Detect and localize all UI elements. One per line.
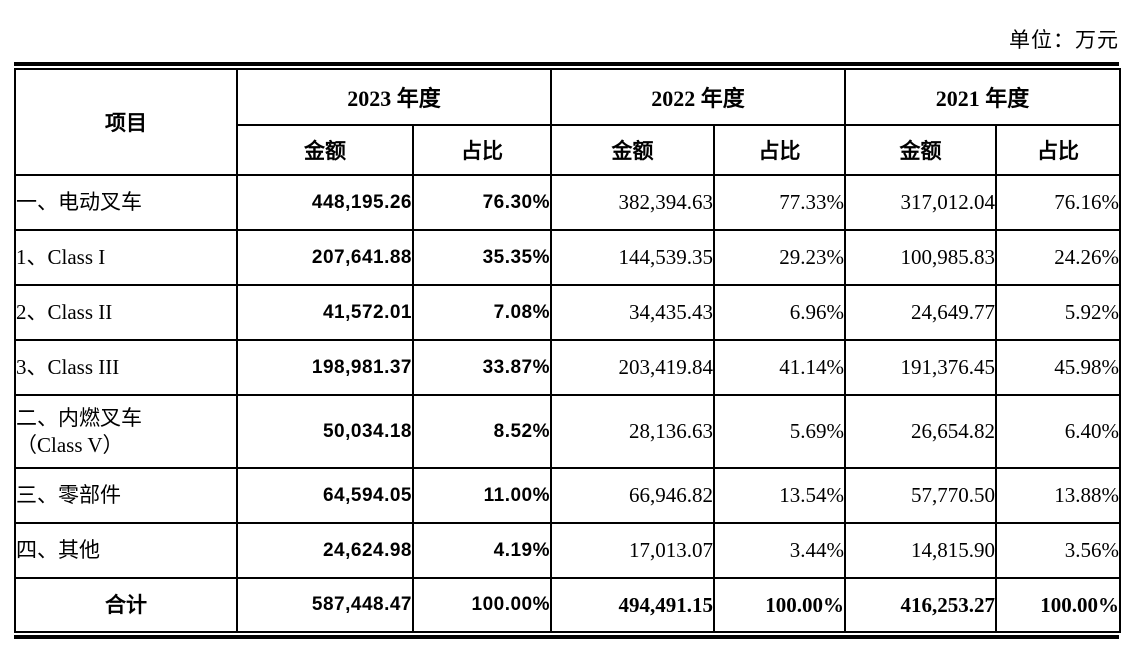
column-header-year-2021: 2021 年度: [844, 68, 1122, 126]
total-label: 合计: [14, 577, 238, 633]
row-label-text: 1、Class I: [16, 245, 106, 270]
cell-ratio-2021: 24.26%: [995, 229, 1122, 286]
column-header-year-2023: 2023 年度: [235, 68, 553, 126]
cell-amount-2023: 64,594.05: [236, 467, 414, 524]
cell-amount-2022: 144,539.35: [550, 229, 716, 286]
row-label-text: 2、Class II: [16, 300, 113, 325]
cell-ratio-2022: 6.96%: [713, 284, 847, 341]
row-sublabel-text: （Class V）: [16, 432, 124, 457]
row-label: 1、Class I: [14, 229, 238, 286]
cell-ratio-2022: 3.44%: [713, 522, 847, 579]
cell-total-amount-2022: 494,491.15: [550, 577, 716, 633]
cell-ratio-2022: 5.69%: [713, 394, 847, 469]
row-label-text: 三、零部件: [16, 483, 121, 508]
column-header-year-2022: 2022 年度: [550, 68, 847, 126]
cell-ratio-2023: 7.08%: [411, 284, 553, 341]
row-label-text: 3、Class III: [16, 355, 120, 380]
cell-ratio-2022: 13.54%: [713, 467, 847, 524]
table-row-parts: 三、零部件 64,594.05 11.00% 66,946.82 13.54% …: [14, 467, 1122, 524]
table-row-other: 四、其他 24,624.98 4.19% 17,013.07 3.44% 14,…: [14, 522, 1122, 579]
row-label: 3、Class III: [14, 339, 238, 396]
cell-ratio-2021: 45.98%: [995, 339, 1122, 396]
cell-ratio-2021: 6.40%: [995, 394, 1122, 469]
row-label: 一、电动叉车: [14, 174, 238, 231]
table-row-class-2: 2、Class II 41,572.01 7.08% 34,435.43 6.9…: [14, 284, 1122, 341]
cell-amount-2021: 24,649.77: [844, 284, 998, 341]
cell-amount-2021: 26,654.82: [844, 394, 998, 469]
column-header-amount-2023: 金额: [236, 124, 414, 176]
table-row-class-3: 3、Class III 198,981.37 33.87% 203,419.84…: [14, 339, 1122, 396]
table-row-ic-forklift: 二、内燃叉车 （Class V） 50,034.18 8.52% 28,136.…: [14, 394, 1122, 469]
table-row-class-1: 1、Class I 207,641.88 35.35% 144,539.35 2…: [14, 229, 1122, 286]
cell-total-amount-2023: 587,448.47: [236, 577, 414, 633]
cell-amount-2021: 14,815.90: [844, 522, 998, 579]
cell-ratio-2021: 13.88%: [995, 467, 1122, 524]
cell-total-ratio-2023: 100.00%: [411, 577, 553, 633]
cell-amount-2022: 203,419.84: [550, 339, 716, 396]
row-label: 三、零部件: [14, 467, 238, 524]
cell-ratio-2022: 77.33%: [713, 174, 847, 231]
cell-amount-2023: 24,624.98: [236, 522, 414, 579]
cell-ratio-2022: 41.14%: [713, 339, 847, 396]
cell-amount-2023: 198,981.37: [236, 339, 414, 396]
row-label-text: 二、内燃叉车: [16, 406, 142, 431]
cell-ratio-2023: 4.19%: [411, 522, 553, 579]
cell-amount-2021: 317,012.04: [844, 174, 998, 231]
row-label-text: 一、电动叉车: [16, 190, 142, 215]
header-row-years: 项目 2023 年度 2022 年度 2021 年度: [14, 68, 1122, 176]
column-header-item: 项目: [14, 68, 238, 176]
cell-amount-2023: 207,641.88: [236, 229, 414, 286]
cell-amount-2023: 448,195.26: [236, 174, 414, 231]
cell-amount-2021: 191,376.45: [844, 339, 998, 396]
cell-ratio-2021: 3.56%: [995, 522, 1122, 579]
revenue-table-frame: 项目 2023 年度 2022 年度 2021 年度 金额 占比 金额 占比 金…: [14, 62, 1122, 639]
cell-amount-2022: 382,394.63: [550, 174, 716, 231]
cell-total-ratio-2022: 100.00%: [713, 577, 847, 633]
cell-amount-2023: 50,034.18: [236, 394, 414, 469]
cell-amount-2021: 100,985.83: [844, 229, 998, 286]
row-label: 2、Class II: [14, 284, 238, 341]
cell-amount-2021: 57,770.50: [844, 467, 998, 524]
cell-ratio-2022: 29.23%: [713, 229, 847, 286]
cell-ratio-2023: 33.87%: [411, 339, 553, 396]
cell-ratio-2023: 8.52%: [411, 394, 553, 469]
cell-amount-2022: 34,435.43: [550, 284, 716, 341]
table-row-electric-forklift: 一、电动叉车 448,195.26 76.30% 382,394.63 77.3…: [14, 174, 1122, 231]
cell-ratio-2023: 11.00%: [411, 467, 553, 524]
cell-total-ratio-2021: 100.00%: [995, 577, 1122, 633]
table-row-total: 合计 587,448.47 100.00% 494,491.15 100.00%…: [14, 577, 1122, 633]
row-label-text: 四、其他: [16, 538, 100, 563]
cell-amount-2022: 17,013.07: [550, 522, 716, 579]
cell-ratio-2021: 5.92%: [995, 284, 1122, 341]
cell-ratio-2023: 76.30%: [411, 174, 553, 231]
cell-amount-2022: 28,136.63: [550, 394, 716, 469]
column-header-amount-2022: 金额: [550, 124, 716, 176]
column-header-ratio-2023: 占比: [411, 124, 553, 176]
revenue-table: 项目 2023 年度 2022 年度 2021 年度 金额 占比 金额 占比 金…: [14, 68, 1122, 633]
column-header-ratio-2022: 占比: [713, 124, 847, 176]
cell-total-amount-2021: 416,253.27: [844, 577, 998, 633]
column-header-amount-2021: 金额: [844, 124, 998, 176]
cell-ratio-2023: 35.35%: [411, 229, 553, 286]
cell-ratio-2021: 76.16%: [995, 174, 1122, 231]
cell-amount-2023: 41,572.01: [236, 284, 414, 341]
cell-amount-2022: 66,946.82: [550, 467, 716, 524]
unit-label: 单位：万元: [1009, 28, 1119, 52]
row-label: 四、其他: [14, 522, 238, 579]
row-label: 二、内燃叉车 （Class V）: [14, 394, 238, 469]
column-header-ratio-2021: 占比: [995, 124, 1122, 176]
header-row-subcolumns: 金额 占比 金额 占比 金额 占比: [15, 124, 1122, 176]
